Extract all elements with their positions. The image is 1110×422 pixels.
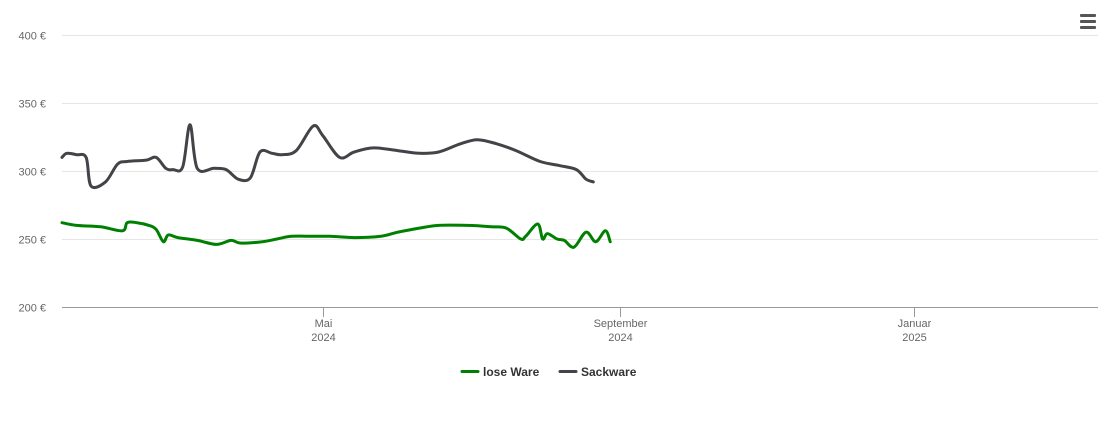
hamburger-menu-icon [1080, 13, 1096, 17]
x-tick-label-year: 2024 [608, 332, 632, 344]
y-tick-label: 400 € [18, 31, 46, 43]
series-line-lose-ware [60, 220, 612, 249]
legend-item-sackware[interactable]: Sackware [558, 365, 637, 379]
series-layer [60, 123, 612, 249]
x-tick-label-month: September [594, 318, 648, 330]
y-tick-label: 200 € [18, 303, 46, 315]
grid-layer [62, 35, 1098, 240]
legend-label-lose-ware[interactable]: lose Ware [483, 365, 540, 379]
x-axis: Mai 2024 September 2024 Januar 2025 [62, 307, 1098, 344]
legend: lose Ware Sackware [460, 365, 637, 379]
legend-item-lose-ware[interactable]: lose Ware [460, 365, 540, 379]
x-tick-label-month: Januar [898, 318, 932, 330]
y-tick-label: 350 € [18, 99, 46, 111]
y-tick-label: 250 € [18, 235, 46, 247]
x-tick-label-month: Mai [315, 318, 333, 330]
x-tick-label-year: 2025 [902, 332, 926, 344]
legend-label-sackware[interactable]: Sackware [581, 365, 637, 379]
chart-menu-button[interactable] [1074, 8, 1102, 34]
x-tick-label-year: 2024 [311, 332, 335, 344]
y-axis-labels: 200 € 250 € 300 € 350 € 400 € [18, 31, 46, 315]
y-tick-label: 300 € [18, 167, 46, 179]
series-line-sackware [60, 123, 595, 190]
